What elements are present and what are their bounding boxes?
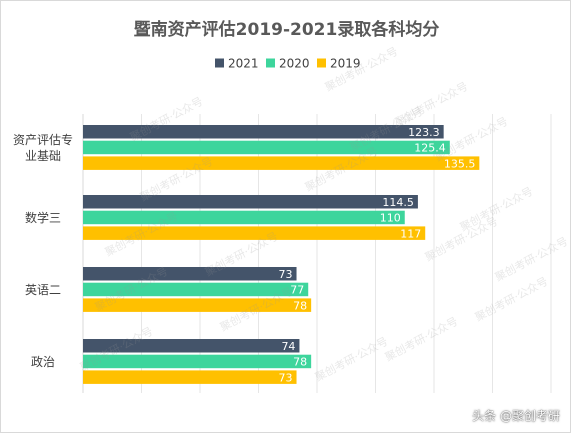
bar bbox=[83, 370, 297, 384]
category-label: 英语二 bbox=[25, 283, 61, 297]
bar bbox=[83, 125, 444, 139]
legend-swatch bbox=[266, 58, 275, 68]
legend-label: 2021 bbox=[228, 57, 259, 71]
bar bbox=[83, 195, 418, 209]
data-label: 73 bbox=[279, 371, 293, 384]
data-label: 125.4 bbox=[414, 142, 446, 155]
bar bbox=[83, 354, 312, 369]
category-label: 数学三 bbox=[25, 210, 61, 225]
data-label: 117 bbox=[400, 227, 421, 240]
data-label: 123.3 bbox=[408, 126, 440, 139]
legend-swatch bbox=[317, 58, 326, 68]
bar bbox=[83, 339, 300, 353]
bar bbox=[83, 267, 297, 281]
category-label: 政治 bbox=[31, 355, 55, 369]
category-label: 资产评估专业基础 bbox=[13, 132, 73, 163]
legend-label: 2020 bbox=[279, 57, 310, 71]
data-label: 110 bbox=[380, 212, 401, 225]
data-label: 77 bbox=[290, 284, 304, 297]
bar bbox=[83, 210, 405, 225]
data-label: 73 bbox=[279, 268, 293, 281]
data-label: 78 bbox=[293, 356, 307, 369]
source-credit: 头条 @聚创考研 bbox=[472, 409, 560, 423]
bar bbox=[83, 282, 309, 297]
legend-label: 2019 bbox=[330, 57, 361, 71]
data-label: 114.5 bbox=[382, 196, 414, 209]
data-label: 135.5 bbox=[444, 157, 476, 170]
data-label: 78 bbox=[293, 299, 307, 312]
bar bbox=[83, 226, 426, 240]
bar bbox=[83, 140, 450, 155]
bar bbox=[83, 298, 312, 312]
bar bbox=[83, 156, 480, 170]
data-label: 74 bbox=[281, 340, 295, 353]
legend-swatch bbox=[215, 58, 224, 68]
chart-title: 暨南资产评估2019-2021录取各科均分 bbox=[134, 19, 440, 40]
